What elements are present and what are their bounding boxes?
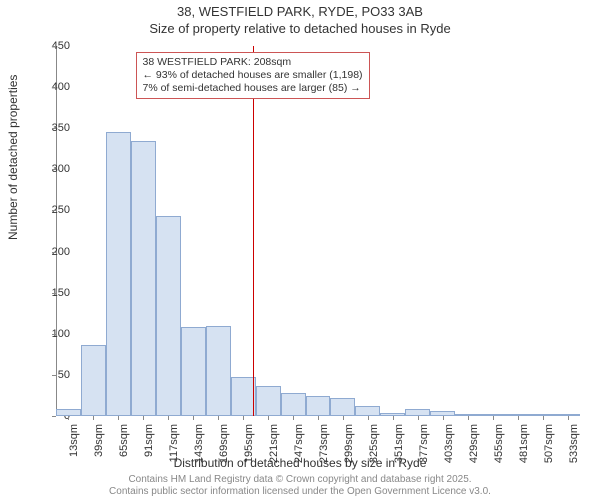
histogram-bar [530,414,555,416]
annotation-box: 38 WESTFIELD PARK: 208sqm ← 93% of detac… [136,52,370,99]
histogram-bar [56,409,81,416]
title-line-1: 38, WESTFIELD PARK, RYDE, PO33 3AB [0,4,600,21]
x-tick-mark [518,416,519,420]
x-tick-mark [368,416,369,420]
y-tick-mark [52,128,56,129]
x-tick-mark [493,416,494,420]
histogram-bar [106,132,131,416]
histogram-bar [480,414,505,416]
title-line-2: Size of property relative to detached ho… [0,21,600,38]
y-tick-mark [52,416,56,417]
y-tick-mark [52,334,56,335]
histogram-bar [405,409,430,416]
histogram-bar [505,414,530,416]
y-tick-mark [52,46,56,47]
y-tick-mark [52,252,56,253]
histogram-bar [206,326,231,416]
histogram-bar [256,386,281,416]
histogram-bar [81,345,106,416]
y-tick-mark [52,210,56,211]
x-tick-mark [268,416,269,420]
x-tick-mark [568,416,569,420]
histogram-bar [156,216,181,416]
x-tick-mark [68,416,69,420]
x-tick-mark [143,416,144,420]
chart-title: 38, WESTFIELD PARK, RYDE, PO33 3AB Size … [0,4,600,38]
x-tick-mark [243,416,244,420]
histogram-bar [555,414,580,416]
x-tick-mark [118,416,119,420]
footer-line-2: Contains public sector information licen… [0,486,600,498]
histogram-bar [281,393,306,416]
annotation-line-1: 38 WESTFIELD PARK: 208sqm [143,56,363,69]
y-tick-mark [52,87,56,88]
x-tick-mark [93,416,94,420]
histogram-bar [181,327,206,416]
histogram-bar [430,411,455,416]
y-tick-label: 50 [58,369,70,381]
x-tick-mark [218,416,219,420]
x-tick-mark [343,416,344,420]
x-tick-mark [168,416,169,420]
histogram-bar [330,398,355,416]
x-tick-mark [393,416,394,420]
x-tick-mark [468,416,469,420]
y-tick-mark [52,375,56,376]
x-tick-mark [318,416,319,420]
x-tick-mark [443,416,444,420]
footer-attribution: Contains HM Land Registry data © Crown c… [0,474,600,498]
histogram-bar [455,414,480,416]
y-tick-mark [52,293,56,294]
histogram-bar [355,406,380,416]
histogram-bar [131,141,156,416]
x-tick-mark [543,416,544,420]
reference-line [253,46,254,416]
y-axis-label: Number of detached properties [6,75,20,240]
x-tick-mark [418,416,419,420]
annotation-line-2: ← 93% of detached houses are smaller (1,… [143,69,363,82]
footer-line-1: Contains HM Land Registry data © Crown c… [0,474,600,486]
x-axis-label: Distribution of detached houses by size … [0,456,600,470]
histogram-bar [380,413,405,416]
annotation-line-3: 7% of semi-detached houses are larger (8… [143,82,363,95]
x-tick-mark [193,416,194,420]
x-tick-mark [293,416,294,420]
y-tick-mark [52,169,56,170]
histogram-bar [306,396,331,416]
